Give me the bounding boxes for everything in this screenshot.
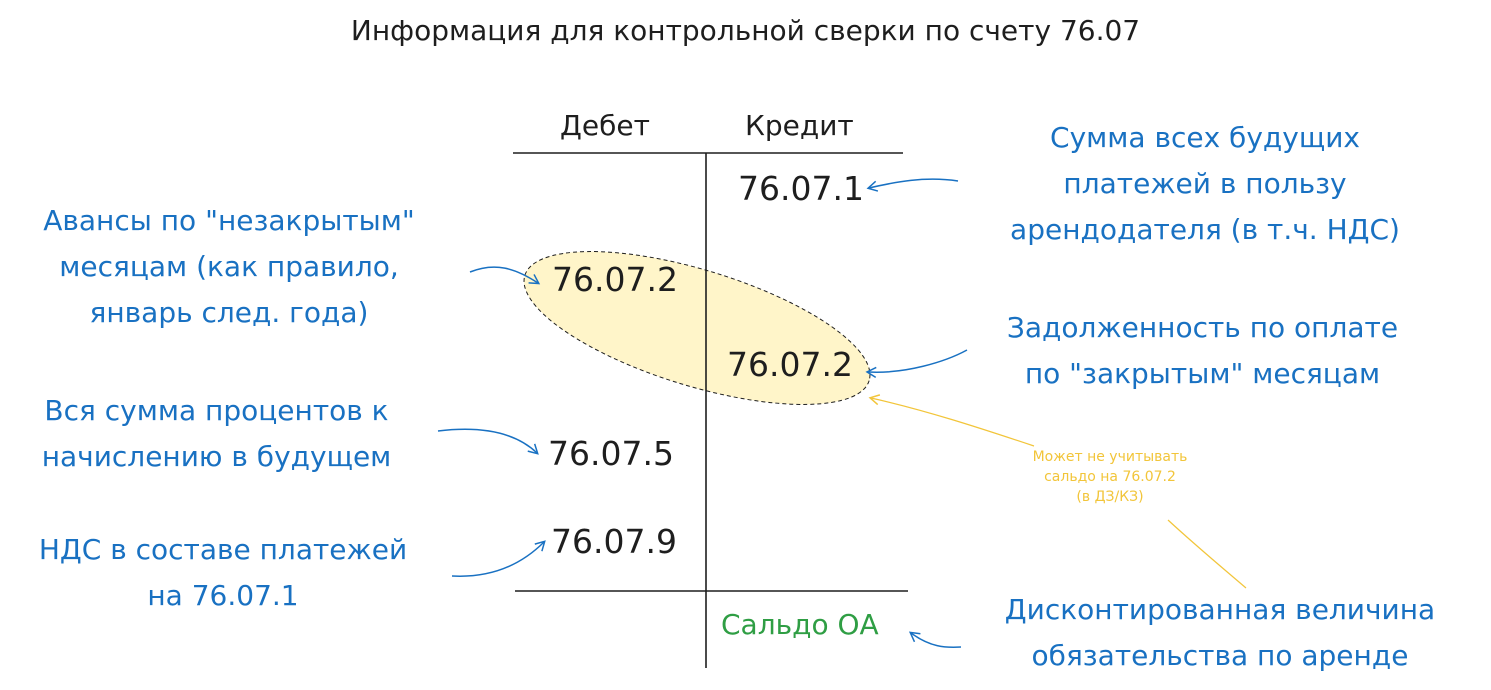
note-line: январь след. года) bbox=[89, 296, 369, 329]
debit-header: Дебет bbox=[560, 109, 650, 142]
line-may-ignore-bottom bbox=[1167, 519, 1247, 589]
note-line: сальдо на 76.07.2 bbox=[1044, 469, 1176, 485]
note-line: обязательства по аренде bbox=[1031, 639, 1409, 672]
arrow-future-payments bbox=[866, 178, 959, 192]
note-line: начислению в будущем bbox=[41, 440, 392, 473]
note-line: арендодателя (в т.ч. НДС) bbox=[1010, 213, 1400, 246]
arrow-interest bbox=[437, 428, 539, 455]
diagram-title: Информация для контрольной сверки по сче… bbox=[350, 14, 1141, 47]
balance-label: Сальдо ОА bbox=[721, 608, 879, 641]
note-line: по "закрытым" месяцам bbox=[1024, 357, 1381, 390]
note-vat: НДС в составе платежей на 76.07.1 bbox=[4, 527, 442, 619]
note-line: на 76.07.1 bbox=[147, 579, 299, 612]
note-line: (в ДЗ/КЗ) bbox=[1076, 489, 1144, 505]
note-line: НДС в составе платежей bbox=[38, 533, 408, 566]
note-line: Может не учитывать bbox=[1032, 449, 1188, 465]
note-line: Дисконтированная величина bbox=[1004, 593, 1436, 626]
arrow-vat bbox=[451, 540, 546, 577]
note-may-ignore: Может не учитывать сальдо на 76.07.2 (в … bbox=[1004, 447, 1216, 507]
note-interest: Вся сумма процентов к начислению в будущ… bbox=[4, 388, 429, 480]
note-debt: Задолженность по оплате по "закрытым" ме… bbox=[970, 305, 1435, 397]
note-line: платежей в пользу bbox=[1063, 167, 1347, 200]
account-76-07-1-credit: 76.07.1 bbox=[738, 169, 864, 208]
account-76-07-2-debit: 76.07.2 bbox=[552, 260, 678, 299]
note-line: Сумма всех будущих bbox=[1050, 121, 1360, 154]
highlight-ellipse bbox=[523, 251, 871, 405]
arrow-may-ignore-top bbox=[868, 394, 1035, 447]
note-line: Авансы по "незакрытым" bbox=[43, 204, 415, 237]
note-line: месяцам (как правило, bbox=[59, 250, 399, 283]
note-future-payments: Сумма всех будущих платежей в пользу аре… bbox=[975, 115, 1435, 253]
credit-header: Кредит bbox=[745, 109, 854, 142]
note-advances: Авансы по "незакрытым" месяцам (как прав… bbox=[4, 198, 454, 336]
arrow-discounted bbox=[908, 631, 962, 649]
note-line: Задолженность по оплате bbox=[1006, 311, 1399, 344]
note-discounted: Дисконтированная величина обязательства … bbox=[970, 587, 1470, 679]
arrow-advances bbox=[469, 266, 541, 285]
arrow-debt bbox=[865, 349, 968, 379]
account-76-07-5-debit: 76.07.5 bbox=[548, 434, 674, 473]
note-line: Вся сумма процентов к bbox=[44, 394, 389, 427]
account-76-07-2-credit: 76.07.2 bbox=[727, 345, 853, 384]
account-76-07-9-debit: 76.07.9 bbox=[551, 522, 677, 561]
